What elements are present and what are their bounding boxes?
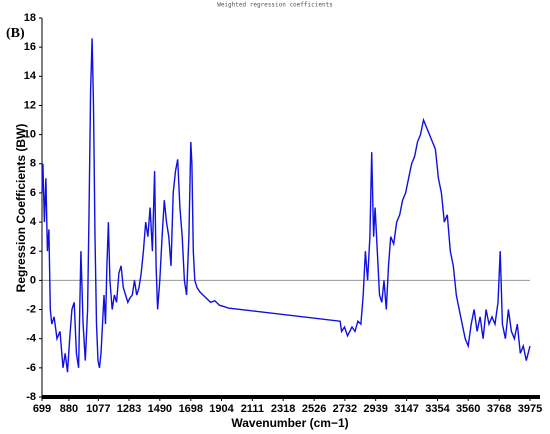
y-tick-label: 8 (30, 158, 36, 170)
x-tick-label: 1283 (117, 403, 141, 415)
y-tick-label: 6 (30, 187, 36, 199)
panel-label: (B) (6, 26, 25, 41)
x-tick-label: 1490 (148, 403, 172, 415)
x-tick-label: 2939 (363, 403, 387, 415)
y-tick-label: 10 (24, 129, 36, 141)
chart-title: Weighted regression coefficients (217, 2, 333, 9)
y-tick-label: 12 (24, 99, 36, 111)
x-tick-label: 3768 (487, 403, 511, 415)
x-tick-label: 1904 (209, 403, 234, 415)
x-tick-label: 1698 (179, 403, 203, 415)
y-tick-label: -4 (26, 333, 37, 345)
x-tick-label: 699 (33, 403, 51, 415)
y-tick-label: -6 (26, 362, 36, 374)
x-tick-label: 3147 (394, 403, 418, 415)
y-tick-label: 0 (30, 274, 36, 286)
y-tick-label: 16 (24, 41, 36, 53)
y-tick-label: -2 (26, 303, 36, 315)
x-tick-label: 2526 (302, 403, 326, 415)
x-tick-label: 3560 (456, 403, 480, 415)
x-axis-label: Wavenumber (cm−1) (231, 416, 348, 430)
y-tick-label: 14 (24, 70, 37, 82)
x-tick-label: 3975 (518, 403, 542, 415)
y-tick-label: 18 (24, 12, 36, 24)
x-tick-label: 1077 (86, 403, 110, 415)
data-line (41, 38, 531, 373)
x-tick-label: 2732 (333, 403, 357, 415)
y-axis-label: Regression Coefficients (BW) (14, 124, 28, 293)
y-tick-label: 2 (30, 245, 36, 257)
y-tick-label: 4 (30, 216, 37, 228)
x-tick-label: 2318 (271, 403, 295, 415)
x-tick-label: 3354 (425, 403, 450, 415)
x-tick-label: 2111 (241, 403, 264, 415)
x-tick-label: 880 (60, 403, 78, 415)
y-tick-label: -8 (26, 391, 36, 403)
